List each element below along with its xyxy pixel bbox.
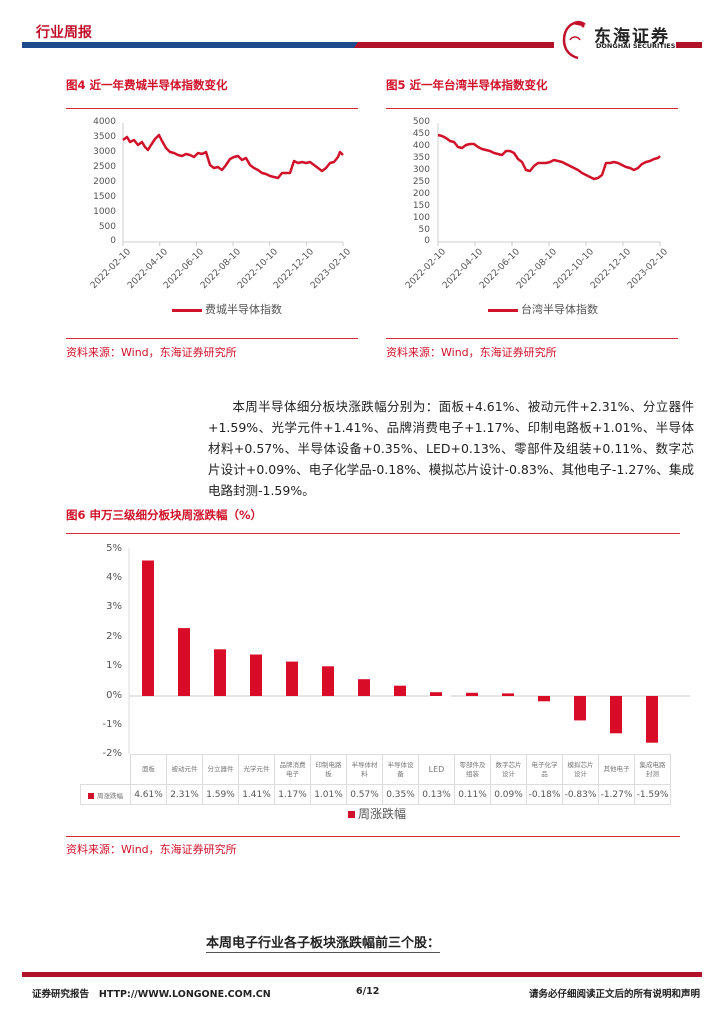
figure4-chart: 4000 3500 3000 2500 2000 1500 1000 500 0… [78,115,358,317]
figure4-title: 图4 近一年费城半导体指数变化 [66,78,228,92]
figure4-line-chart [122,123,344,246]
section-subheading: 本周电子行业各子板块涨跌幅前三个股： [206,932,441,953]
logo-chinese-name: 东海证券 [594,27,670,47]
figure5-top-rule [386,108,678,109]
page-number: 6/12 [356,986,380,997]
figure5-line-chart [437,123,661,246]
legend-line-swatch-icon [172,308,202,312]
value-cell: 0.13% [418,784,455,805]
value-cell: -1.27% [598,784,635,805]
figure5-bottom-rule [386,338,678,339]
legend-square-icon [348,811,355,818]
footer-disclaimer: 请务必仔细阅读正文后的所有说明和声明 [528,989,700,1000]
category-cell: 品牌消费 电子 [274,754,311,785]
figure6-legend: 周涨跌幅 [348,805,406,822]
category-cell: 印制电路板 [310,754,347,785]
category-cell: 半导体设备 [382,754,419,785]
category-cell: 电子化学品 [526,754,563,785]
figure6-source: 资料来源：Wind，东海证券研究所 [66,843,237,856]
figure5-legend: 台湾半导体指数 [488,301,598,317]
figure6-data-table: 面板 被动元件 分立器件 光学元件 品牌消费 电子 印制电路板 半导体材料 半导体… [80,754,671,805]
category-cell: 模拟芯片 设计 [562,754,599,785]
figure4-legend: 费城半导体指数 [172,301,282,317]
legend-square-icon [88,792,94,799]
footer-left-text: 证券研究报告 HTTP://WWW.LONGONE.COM.CN [32,989,271,1000]
figure5-title: 图5 近一年台湾半导体指数变化 [386,78,548,92]
figure6-bar-chart [128,548,690,754]
figure6-bottom-rule [66,836,680,837]
value-cell: 1.41% [238,784,275,805]
header-rule-red-end [676,42,702,48]
category-cell: 光学元件 [238,754,275,785]
value-cell: -0.18% [526,784,563,805]
value-cell: 0.35% [382,784,419,805]
figure4-source: 资料来源：Wind，东海证券研究所 [66,346,237,359]
section-title: 行业周报 [36,25,92,41]
header-rule-red [354,42,554,48]
value-cell: 0.09% [490,784,527,805]
figure6-chart: 5% 4% 3% 2% 1% 0% -1% -2% 面板 被动元件 分立器件 光… [70,540,690,822]
category-cell: 零部件及 组装 [454,754,491,785]
value-cell: 1.17% [274,784,311,805]
legend-line-swatch-icon [488,308,518,312]
category-cell: 其他电子 [598,754,635,785]
value-cell: 0.11% [454,784,491,805]
value-cell: 1.59% [202,784,239,805]
value-cell: 2.31% [166,784,203,805]
logo-english-name: DONGHAI SECURITIES [596,42,676,50]
series-label-cell: 周涨跌幅 [80,784,131,805]
category-cell: 数字芯片 设计 [490,754,527,785]
body-paragraph: 本周半导体细分板块涨跌幅分别为：面板+4.61%、被动元件+2.31%、分立器件… [208,399,694,498]
dragon-logo-icon [562,20,586,60]
category-cell: LED [418,754,455,785]
value-cell: 0.57% [346,784,383,805]
value-cell: 4.61% [130,784,167,805]
value-cell: -1.59% [634,784,671,805]
value-cell: -0.83% [562,784,599,805]
header-rule-blue [22,42,358,48]
category-cell: 被动元件 [166,754,203,785]
category-cell: 集成电路 封测 [634,754,671,785]
category-cell: 面板 [130,754,167,785]
category-cell: 分立器件 [202,754,239,785]
value-cell: 1.01% [310,784,347,805]
footer-rule [22,972,702,977]
figure4-top-rule [66,108,358,109]
figure6-title: 图6 申万三级细分板块周涨跌幅（%） [66,508,263,522]
figure4-bottom-rule [66,338,358,339]
figure5-chart: 500 450 400 350 300 250 200 150 100 50 0… [398,115,678,317]
category-cell: 半导体材料 [346,754,383,785]
figure5-source: 资料来源：Wind，东海证券研究所 [386,346,557,359]
figure6-top-rule [66,533,680,534]
